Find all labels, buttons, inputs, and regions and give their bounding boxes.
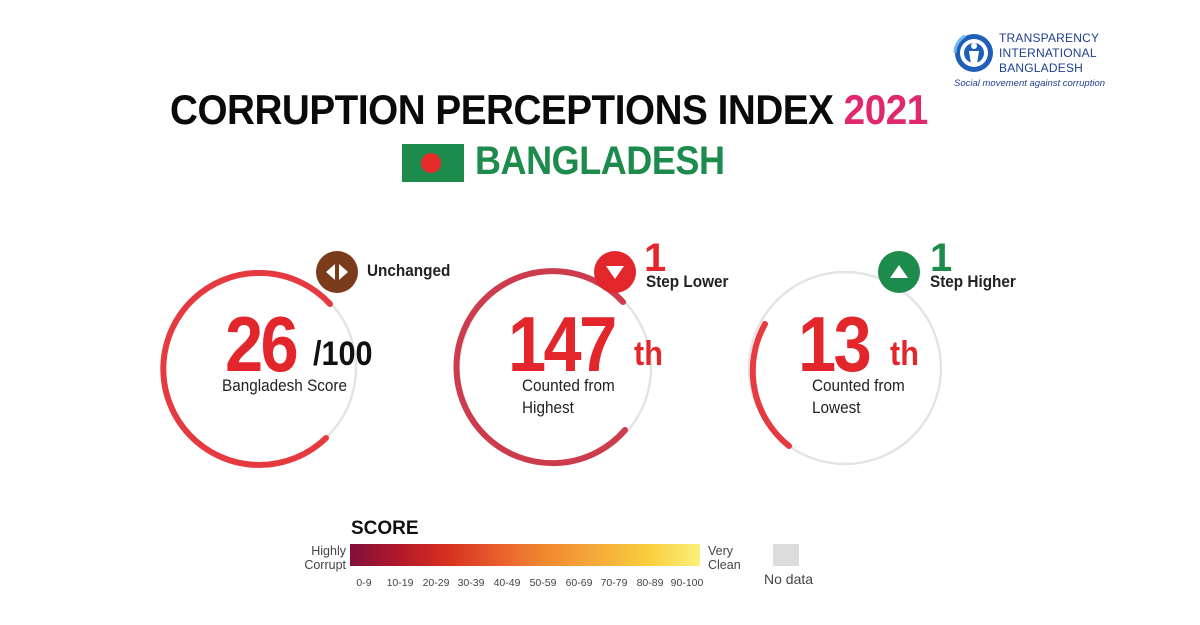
rank-high-step-number: 1 [644, 236, 667, 280]
legend-tick: 50-59 [529, 577, 557, 589]
page-title: CORRUPTION PERCEPTIONS INDEX 2021 [170, 86, 928, 134]
score-suffix: /100 [313, 335, 373, 373]
caption-line: Lowest [812, 398, 861, 417]
rank-low-suffix: th [890, 335, 919, 373]
title-year: 2021 [843, 86, 929, 133]
legend-tick: 60-69 [565, 577, 593, 589]
logo-tagline: Social movement against corruption [954, 78, 1106, 89]
logo-wordmark: TRANSPARENCY INTERNATIONAL BANGLADESH [999, 31, 1099, 76]
left-right-arrows-icon [315, 250, 359, 294]
caption-line: Counted from [522, 376, 615, 395]
logo-line: TRANSPARENCY [999, 31, 1100, 45]
legend-high-line: Very [708, 544, 734, 558]
rank-high-suffix: th [634, 335, 663, 373]
title-text: CORRUPTION PERCEPTIONS INDEX [170, 86, 834, 133]
score-value: 26 [225, 300, 299, 388]
caption-line: Counted from [812, 376, 905, 395]
score-caption: Bangladesh Score [222, 376, 348, 395]
score-status: Unchanged [367, 261, 451, 280]
down-triangle-icon [593, 250, 637, 294]
up-triangle-icon [877, 250, 921, 294]
rank-low-caption: Counted from Lowest [812, 375, 905, 419]
tib-logo-mark [953, 32, 995, 74]
rank-high-caption: Counted from Highest [522, 375, 615, 419]
rank-high-status: Step Lower [646, 272, 729, 291]
country-name: BANGLADESH [475, 139, 725, 183]
legend-tick: 40-49 [493, 577, 521, 589]
legend-tick: 70-79 [600, 577, 628, 589]
legend-tick: 30-39 [457, 577, 485, 589]
logo-line: BANGLADESH [999, 61, 1084, 75]
rank-from-highest-card: 1 Step Lower 147 th Counted from Highest [450, 236, 770, 480]
legend-high-label: Very Clean [708, 544, 741, 572]
legend-tick: 20-29 [422, 577, 450, 589]
logo-line: INTERNATIONAL [999, 46, 1097, 60]
legend-title: SCORE [351, 518, 419, 539]
legend-high-line: Clean [708, 558, 741, 572]
score-card: Unchanged 26 /100 Bangladesh Score [155, 250, 475, 480]
legend-ticks: 0-9 10-19 20-29 30-39 40-49 50-59 60-69 … [350, 577, 710, 591]
no-data-swatch [773, 544, 799, 566]
rank-low-value: 13 [798, 300, 872, 388]
legend-color-scale [350, 544, 700, 566]
rank-high-ring [453, 268, 655, 468]
legend-tick: 80-89 [636, 577, 664, 589]
score-legend: SCORE Highly Corrupt Very Clean 0-9 10-1… [300, 515, 860, 595]
legend-tick: 0-9 [356, 577, 372, 589]
flag-red-disc [421, 153, 441, 173]
rank-high-value: 147 [508, 300, 617, 388]
legend-low-line: Corrupt [304, 558, 346, 572]
legend-low-label: Highly Corrupt [304, 544, 346, 572]
rank-low-step-number: 1 [930, 236, 953, 280]
bangladesh-flag-icon [402, 144, 464, 182]
rank-from-lowest-card: 1 Step Higher 13 th Counted from Lowest [740, 236, 1060, 480]
rank-low-ring [745, 268, 945, 468]
rank-low-status: Step Higher [930, 272, 1016, 291]
legend-tick: 90-100 [670, 577, 704, 589]
tib-logo: TRANSPARENCY INTERNATIONAL BANGLADESH So… [951, 28, 1111, 92]
no-data-label: No data [764, 571, 814, 587]
legend-tick: 10-19 [386, 577, 414, 589]
score-ring [160, 268, 360, 468]
caption-line: Highest [522, 398, 574, 417]
legend-low-line: Highly [311, 544, 346, 558]
